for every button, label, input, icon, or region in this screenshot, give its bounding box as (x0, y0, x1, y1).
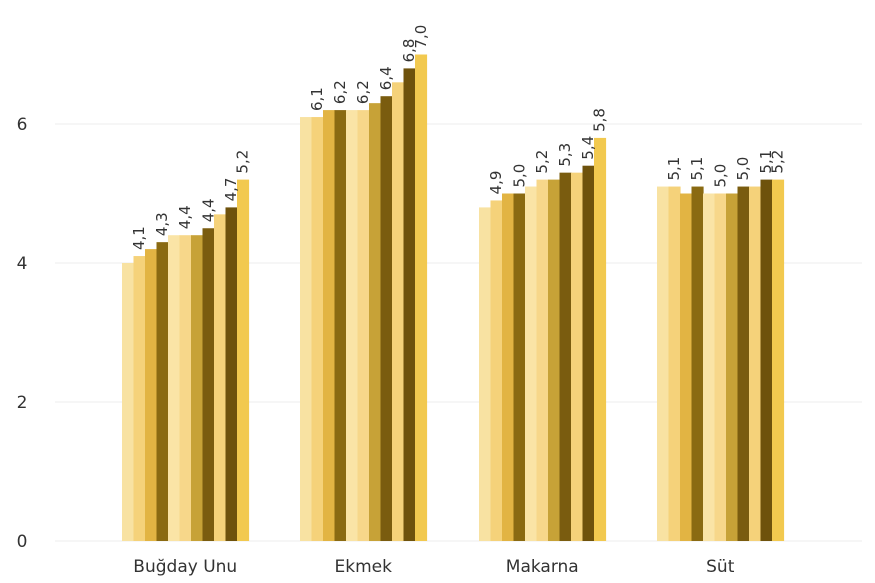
data-label: 5,1 (757, 150, 775, 174)
category-label: Buğday Unu (133, 557, 237, 577)
x-axis-categories: Buğday Unu Ekmek Makarna Süt (133, 557, 734, 577)
data-label: 4,4 (199, 198, 217, 222)
bar (133, 256, 146, 541)
bar (214, 214, 227, 541)
bar (122, 263, 135, 541)
bar (594, 137, 607, 541)
category-label: Süt (706, 557, 735, 577)
bar (392, 82, 405, 542)
data-label: 6,2 (331, 80, 349, 104)
bar (714, 193, 727, 541)
bar (357, 110, 370, 541)
category-label: Makarna (506, 557, 579, 577)
bar (179, 235, 192, 541)
bar (237, 179, 250, 541)
bar (225, 207, 238, 541)
data-label: 5,2 (533, 150, 551, 174)
y-tick-label: 2 (17, 393, 28, 413)
bar (680, 193, 693, 541)
data-label: 6,1 (308, 87, 326, 111)
bar (525, 186, 538, 542)
y-axis-ticks: 0 2 4 6 (17, 115, 28, 552)
data-label: 7,0 (412, 25, 430, 49)
bar (668, 186, 681, 542)
bar (513, 193, 526, 541)
y-tick-label: 4 (17, 254, 28, 274)
data-label: 6,8 (400, 39, 418, 63)
bar (559, 172, 572, 541)
bar (536, 179, 549, 541)
bar (311, 117, 324, 542)
data-label: 4,3 (153, 212, 171, 236)
data-labels: 4,1 4,3 4,4 4,4 4,7 5,2 6,1 6,2 6,2 6,4 6,87,0 4,9 5… (130, 25, 787, 250)
bars (122, 54, 785, 542)
bar (490, 200, 503, 541)
y-tick-label: 0 (17, 532, 28, 552)
bar (479, 207, 492, 541)
data-label: 5,0 (711, 164, 729, 188)
bar (202, 228, 215, 541)
bar (703, 193, 716, 541)
data-label: 5,4 (579, 136, 597, 160)
bar (369, 103, 382, 542)
bar (571, 172, 584, 541)
data-label: 6,4 (377, 66, 395, 90)
bar (502, 193, 515, 541)
bar (415, 54, 428, 541)
bar (582, 165, 595, 541)
bar (334, 110, 347, 541)
bar (168, 235, 181, 541)
data-label: 5,2 (769, 150, 787, 174)
data-label: 4,9 (487, 171, 505, 195)
data-label: 5,0 (510, 164, 528, 188)
bar (749, 186, 762, 542)
data-label: 5,2 (234, 150, 252, 174)
bar (191, 235, 204, 541)
data-label: 5,1 (688, 157, 706, 181)
bar (300, 117, 313, 542)
bar (323, 110, 336, 541)
bar (737, 186, 750, 542)
bar (380, 96, 393, 541)
bar (346, 110, 359, 541)
data-label: 5,1 (665, 157, 683, 181)
bar (726, 193, 739, 541)
category-label: Ekmek (335, 557, 393, 577)
bar (772, 179, 785, 541)
bar (145, 249, 158, 541)
bar (156, 242, 169, 541)
data-label: 4,7 (222, 178, 240, 202)
bar (691, 186, 704, 542)
bar (403, 68, 416, 542)
data-label: 5,3 (556, 143, 574, 167)
bar (657, 186, 670, 542)
data-label: 5,8 (591, 108, 609, 132)
bar (548, 179, 561, 541)
bar (760, 179, 773, 541)
data-label: 5,0 (734, 157, 752, 181)
data-label: 6,2 (354, 80, 372, 104)
data-label: 4,1 (130, 226, 148, 250)
y-tick-label: 6 (17, 115, 28, 135)
data-label: 4,4 (176, 205, 194, 229)
